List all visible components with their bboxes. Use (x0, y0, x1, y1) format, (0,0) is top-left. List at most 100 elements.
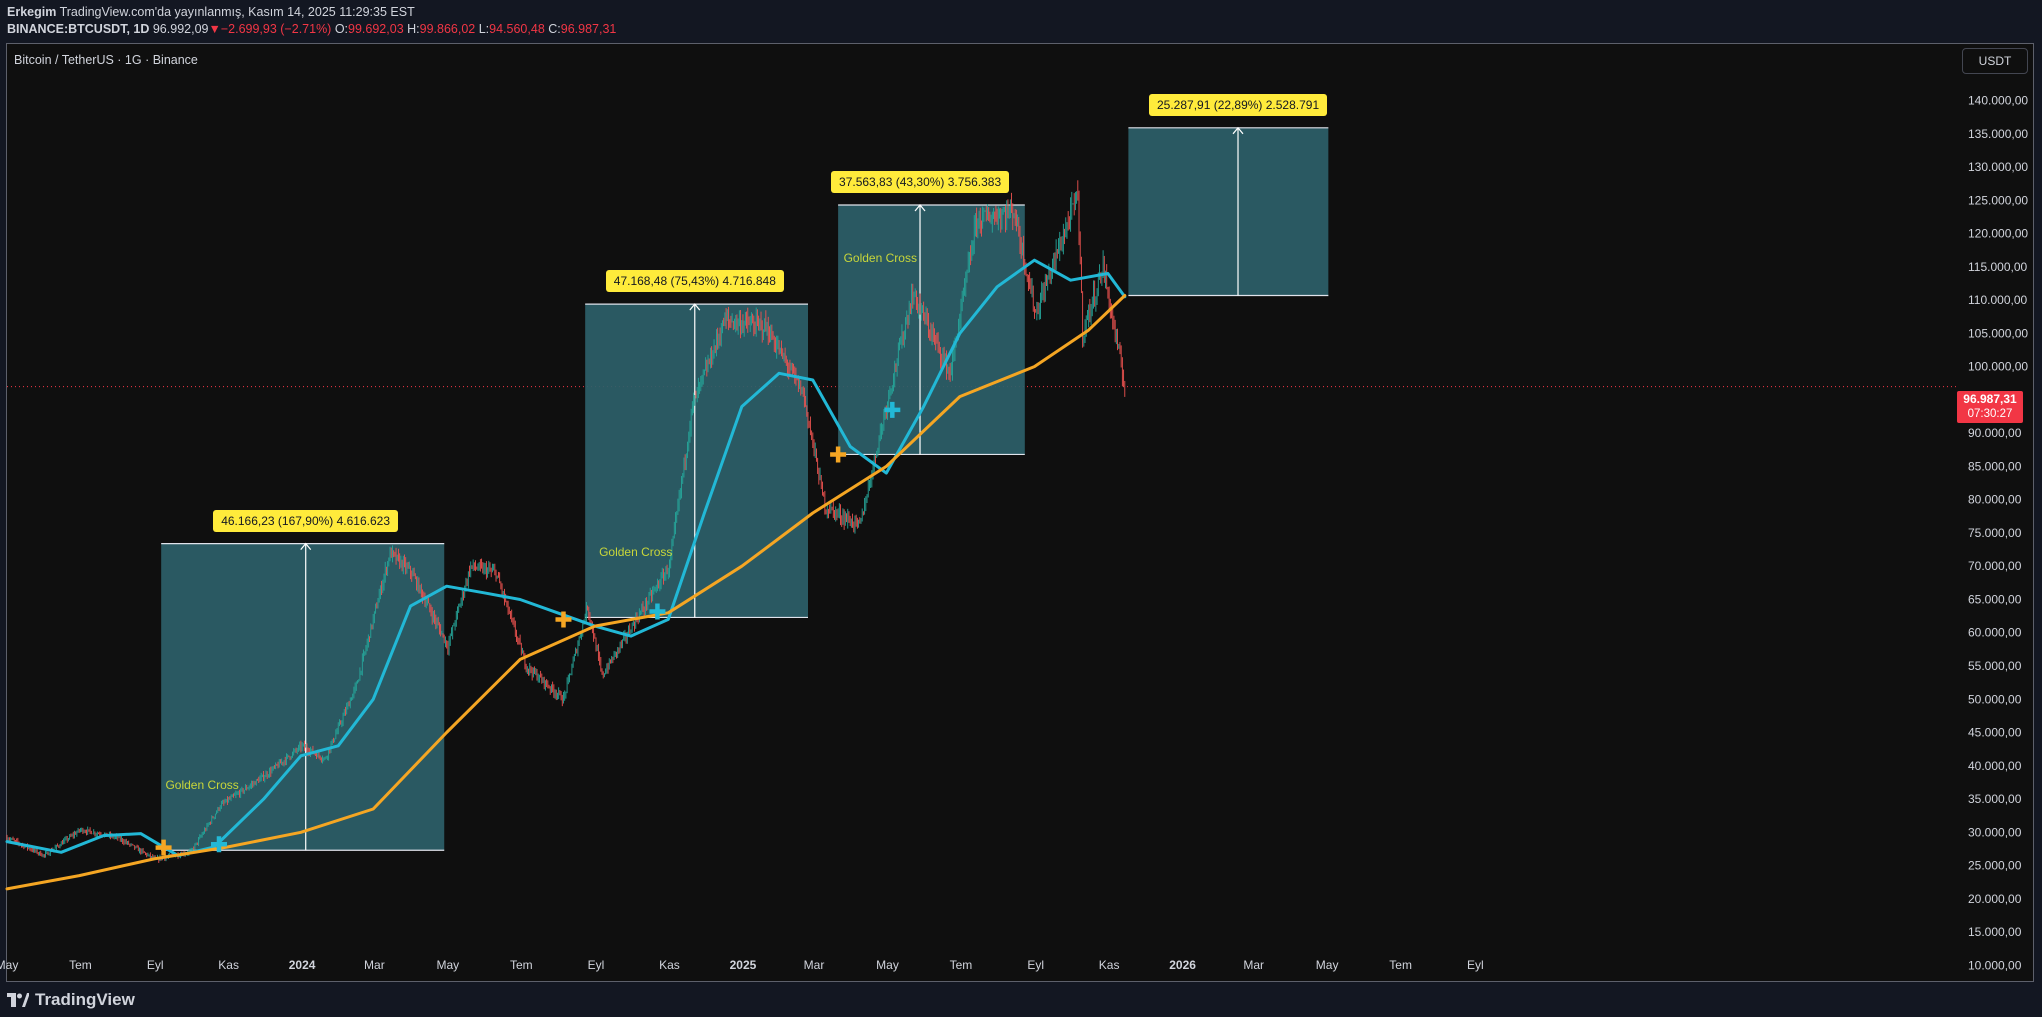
bar-countdown: 07:30:27 (1967, 408, 2013, 420)
ohlc-line: BINANCE:BTCUSDT, 1D 96.992,09▼−2.699,93 … (7, 22, 616, 36)
low-value: 94.560,48 (489, 22, 545, 36)
y-tick-label: 30.000,00 (1968, 825, 2022, 839)
ma-cross-marker (555, 611, 572, 628)
y-tick-label: 140.000,00 (1968, 94, 2028, 108)
golden-cross-label: Golden Cross (165, 778, 238, 792)
open-value: 99.692,03 (348, 22, 404, 36)
range-stat-label: 46.166,23 (167,90%) 4.616.623 (213, 509, 399, 532)
chart-title: Bitcoin / TetherUS · 1G · Binance (14, 53, 198, 67)
range-box (1128, 127, 1329, 296)
range-measure-arrowhead (1232, 126, 1244, 135)
high-label: H: (407, 22, 420, 36)
golden-cross-label: Golden Cross (844, 251, 917, 265)
y-tick-label: 120.000,00 (1968, 227, 2028, 241)
footer (0, 984, 2042, 1017)
x-tick-label: Tem (950, 958, 973, 972)
y-tick-label: 65.000,00 (1968, 592, 2022, 606)
top-bar: Erkegim TradingView.com'da yayınlanmış, … (0, 0, 2042, 42)
down-arrow-icon: ▼ (208, 22, 221, 36)
y-tick-label: 40.000,00 (1968, 759, 2022, 773)
open-label: O: (334, 22, 349, 36)
y-tick-label: 55.000,00 (1968, 659, 2022, 673)
range-measure-arrowhead (914, 204, 926, 212)
x-tick-label: Mar (1243, 958, 1264, 972)
golden-cross-label: Golden Cross (599, 545, 672, 559)
x-tick-label: 2024 (289, 958, 316, 972)
y-tick-label: 70.000,00 (1968, 559, 2022, 573)
ma-cross-marker (884, 401, 901, 418)
y-tick-label: 100.000,00 (1968, 360, 2028, 374)
y-tick-label: 130.000,00 (1968, 160, 2028, 174)
x-tick-label: Eyl (1467, 958, 1484, 972)
last-price-tag: 96.987,31 07:30:27 (1957, 391, 2023, 423)
ma-cross-marker (830, 446, 847, 463)
x-tick-label: May (0, 958, 18, 972)
y-tick-label: 135.000,00 (1968, 127, 2028, 141)
y-tick-label: 75.000,00 (1968, 526, 2022, 540)
x-tick-label: Kas (1099, 958, 1120, 972)
range-stat-label: 37.563,83 (43,30%) 3.756.383 (831, 170, 1010, 193)
last-price: 96.992,09 (152, 22, 209, 36)
author-name[interactable]: Erkegim (7, 5, 57, 19)
x-tick-label: Eyl (147, 958, 164, 972)
moving-averages (5, 258, 1127, 891)
range-stat-label: 47.168,48 (75,43%) 4.716.848 (605, 270, 784, 293)
x-tick-label: 2026 (1169, 958, 1196, 972)
y-tick-label: 90.000,00 (1968, 426, 2022, 440)
y-tick-label: 20.000,00 (1968, 892, 2022, 906)
x-tick-label: May (437, 958, 460, 972)
ma-cross-marker (155, 839, 172, 856)
cross-markers: Golden Cross Golden Cross Golden Cross (155, 251, 917, 856)
x-tick-label: Eyl (1027, 958, 1044, 972)
tradingview-brand: TradingView (35, 990, 135, 1009)
tradingview-logo[interactable]: TradingView (7, 990, 135, 1010)
publish-info: TradingView.com'da yayınlanmış, Kasım 14… (59, 5, 415, 19)
x-tick-label: Tem (69, 958, 92, 972)
range-boxes (161, 126, 1329, 851)
ma-cross-marker (210, 836, 227, 853)
y-tick-label: 45.000,00 (1968, 726, 2022, 740)
y-tick-label: 35.000,00 (1968, 792, 2022, 806)
y-tick-label: 110.000,00 (1968, 293, 2027, 307)
range-measure-arrowhead (689, 303, 701, 311)
moving-average-slow (5, 294, 1127, 891)
y-tick-label: 105.000,00 (1968, 326, 2028, 340)
x-tick-label: Kas (218, 958, 239, 972)
low-label: L: (478, 22, 490, 36)
x-tick-label: Tem (1389, 958, 1412, 972)
range-stat-label: 25.287,91 (22,89%) 2.528.791 (1149, 93, 1328, 116)
range-box (161, 543, 445, 851)
x-tick-label: May (1316, 958, 1339, 972)
close-label: C: (548, 22, 561, 36)
close-value: 96.987,31 (560, 22, 617, 36)
y-tick-label: 25.000,00 (1968, 859, 2022, 873)
tradingview-logo-icon (7, 993, 29, 1007)
symbol-label: BINANCE:BTCUSDT, 1D (7, 22, 150, 36)
y-tick-label: 85.000,00 (1968, 459, 2022, 473)
axes: 10.000,00 15.000,00 20.000,00 25.000,00 30.0… (0, 60, 2028, 972)
y-tick-label: 60.000,00 (1968, 626, 2022, 640)
x-tick-label: Eyl (588, 958, 605, 972)
x-tick-label: Tem (510, 958, 533, 972)
x-tick-label: May (876, 958, 899, 972)
range-box (585, 304, 808, 618)
last-price-value: 96.987,31 (1963, 392, 2017, 406)
y-tick-label: 115.000,00 (1968, 260, 2027, 274)
range-measure-arrowhead (300, 542, 312, 550)
y-tick-label: 50.000,00 (1968, 692, 2022, 706)
ma-cross-marker (649, 603, 666, 620)
y-tick-label: 125.000,00 (1968, 193, 2028, 207)
price-change: −2.699,93 (−2.71%) (220, 22, 332, 36)
publish-line: Erkegim TradingView.com'da yayınlanmış, … (7, 5, 415, 19)
x-tick-label: 2025 (730, 958, 757, 972)
x-tick-label: Kas (659, 958, 680, 972)
x-tick-label: Mar (804, 958, 825, 972)
range-box (838, 204, 1025, 455)
currency-button[interactable]: USDT (1962, 48, 2028, 74)
y-tick-label: 80.000,00 (1968, 493, 2022, 507)
y-tick-label: 10.000,00 (1968, 958, 2022, 972)
x-tick-label: Mar (364, 958, 385, 972)
high-value: 99.866,02 (419, 22, 476, 36)
y-tick-label: 15.000,00 (1968, 925, 2022, 939)
